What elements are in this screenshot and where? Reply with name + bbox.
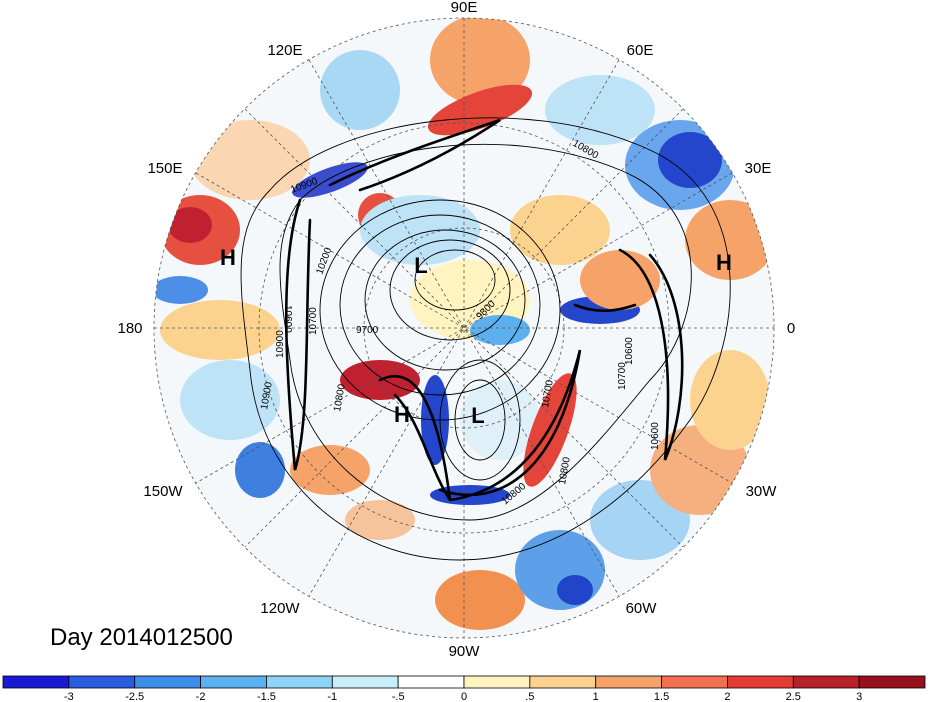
lon-label-180: 180 xyxy=(117,320,142,337)
contour-label: 10600 xyxy=(282,305,293,333)
contour-label: 10600 xyxy=(624,337,635,365)
day-label: Day 2014012500 xyxy=(50,624,233,651)
colorbar-swatch xyxy=(661,675,728,689)
jet-contours xyxy=(284,118,684,502)
colorbar-tick-label: 2 xyxy=(724,691,730,702)
contour-label: 10800 xyxy=(557,456,573,486)
colorbar-tick-label: -1.5 xyxy=(257,691,276,702)
colorbar-swatch xyxy=(792,675,860,689)
lon-label-30w: 30W xyxy=(746,483,778,500)
low-center-south: L xyxy=(471,403,484,428)
colorbar-tick-label: -3 xyxy=(64,691,74,702)
colorbar-swatch xyxy=(463,675,531,689)
colorbar-swatch xyxy=(529,675,597,689)
high-center-south: H xyxy=(394,402,410,427)
high-center-east: H xyxy=(716,250,732,275)
high-center-west: H xyxy=(220,245,236,270)
colorbar-swatch xyxy=(858,675,926,689)
lon-label-90w: 90W xyxy=(449,643,481,660)
colorbar-tick-label: 3 xyxy=(856,691,862,702)
colorbar-swatch xyxy=(134,675,201,689)
graticule xyxy=(153,17,775,639)
colorbar-swatch xyxy=(68,675,136,689)
contour-label: 10900 xyxy=(275,330,286,358)
contour-label: 10800 xyxy=(332,383,348,413)
colorbar-swatch xyxy=(200,675,267,689)
lon-label-150w: 150W xyxy=(143,483,183,500)
colorbar-tick-label: 1.5 xyxy=(654,691,669,702)
colorbar-tick-label: 2.5 xyxy=(786,691,801,702)
colorbar-tick-label: .5 xyxy=(525,691,534,702)
contour-label: 10700 xyxy=(540,379,556,409)
colorbar-tick-label: -1 xyxy=(327,691,337,702)
lon-label-90e: 90E xyxy=(451,0,478,16)
low-center-north: L xyxy=(414,253,427,278)
contour-label: 9700 xyxy=(356,325,379,336)
contour-label: 10700 xyxy=(308,307,319,335)
colorbar-tick-label: 0 xyxy=(461,691,467,702)
contour-label: 10700 xyxy=(617,362,628,390)
lon-label-60w: 60W xyxy=(626,600,658,617)
lon-label-60e: 60E xyxy=(627,42,654,59)
lon-label-120e: 120E xyxy=(267,42,302,59)
colorbar-swatch xyxy=(727,675,794,689)
lon-label-30e: 30E xyxy=(745,160,772,177)
colorbar-tick-label: -.5 xyxy=(392,691,405,702)
lon-label-0: 0 xyxy=(787,320,795,337)
colorbar: -3 -2.5 -2 -1.5 -1 -.5 0 .5 1 1.5 2 2.5 3 xyxy=(2,675,926,702)
contour-label: 10600 xyxy=(650,422,661,450)
colorbar-swatch xyxy=(2,675,70,689)
colorbar-swatch xyxy=(595,675,662,689)
height-contours xyxy=(240,117,731,561)
colorbar-swatch xyxy=(331,675,399,689)
contour-label: 10900 xyxy=(259,381,275,411)
colorbar-swatch xyxy=(397,675,465,689)
colorbar-tick-label: -2.5 xyxy=(125,691,144,702)
colorbar-tick-label: -2 xyxy=(196,691,206,702)
lon-label-150e: 150E xyxy=(147,160,182,177)
colorbar-tick-label: 1 xyxy=(593,691,599,702)
longitude-labels: 90E 120E 60E 150E 30E 180 0 150W 30W 120… xyxy=(117,0,795,660)
colorbar-swatch xyxy=(266,675,333,689)
pressure-centers: H H L H L xyxy=(220,245,732,428)
lon-label-120w: 120W xyxy=(260,600,300,617)
